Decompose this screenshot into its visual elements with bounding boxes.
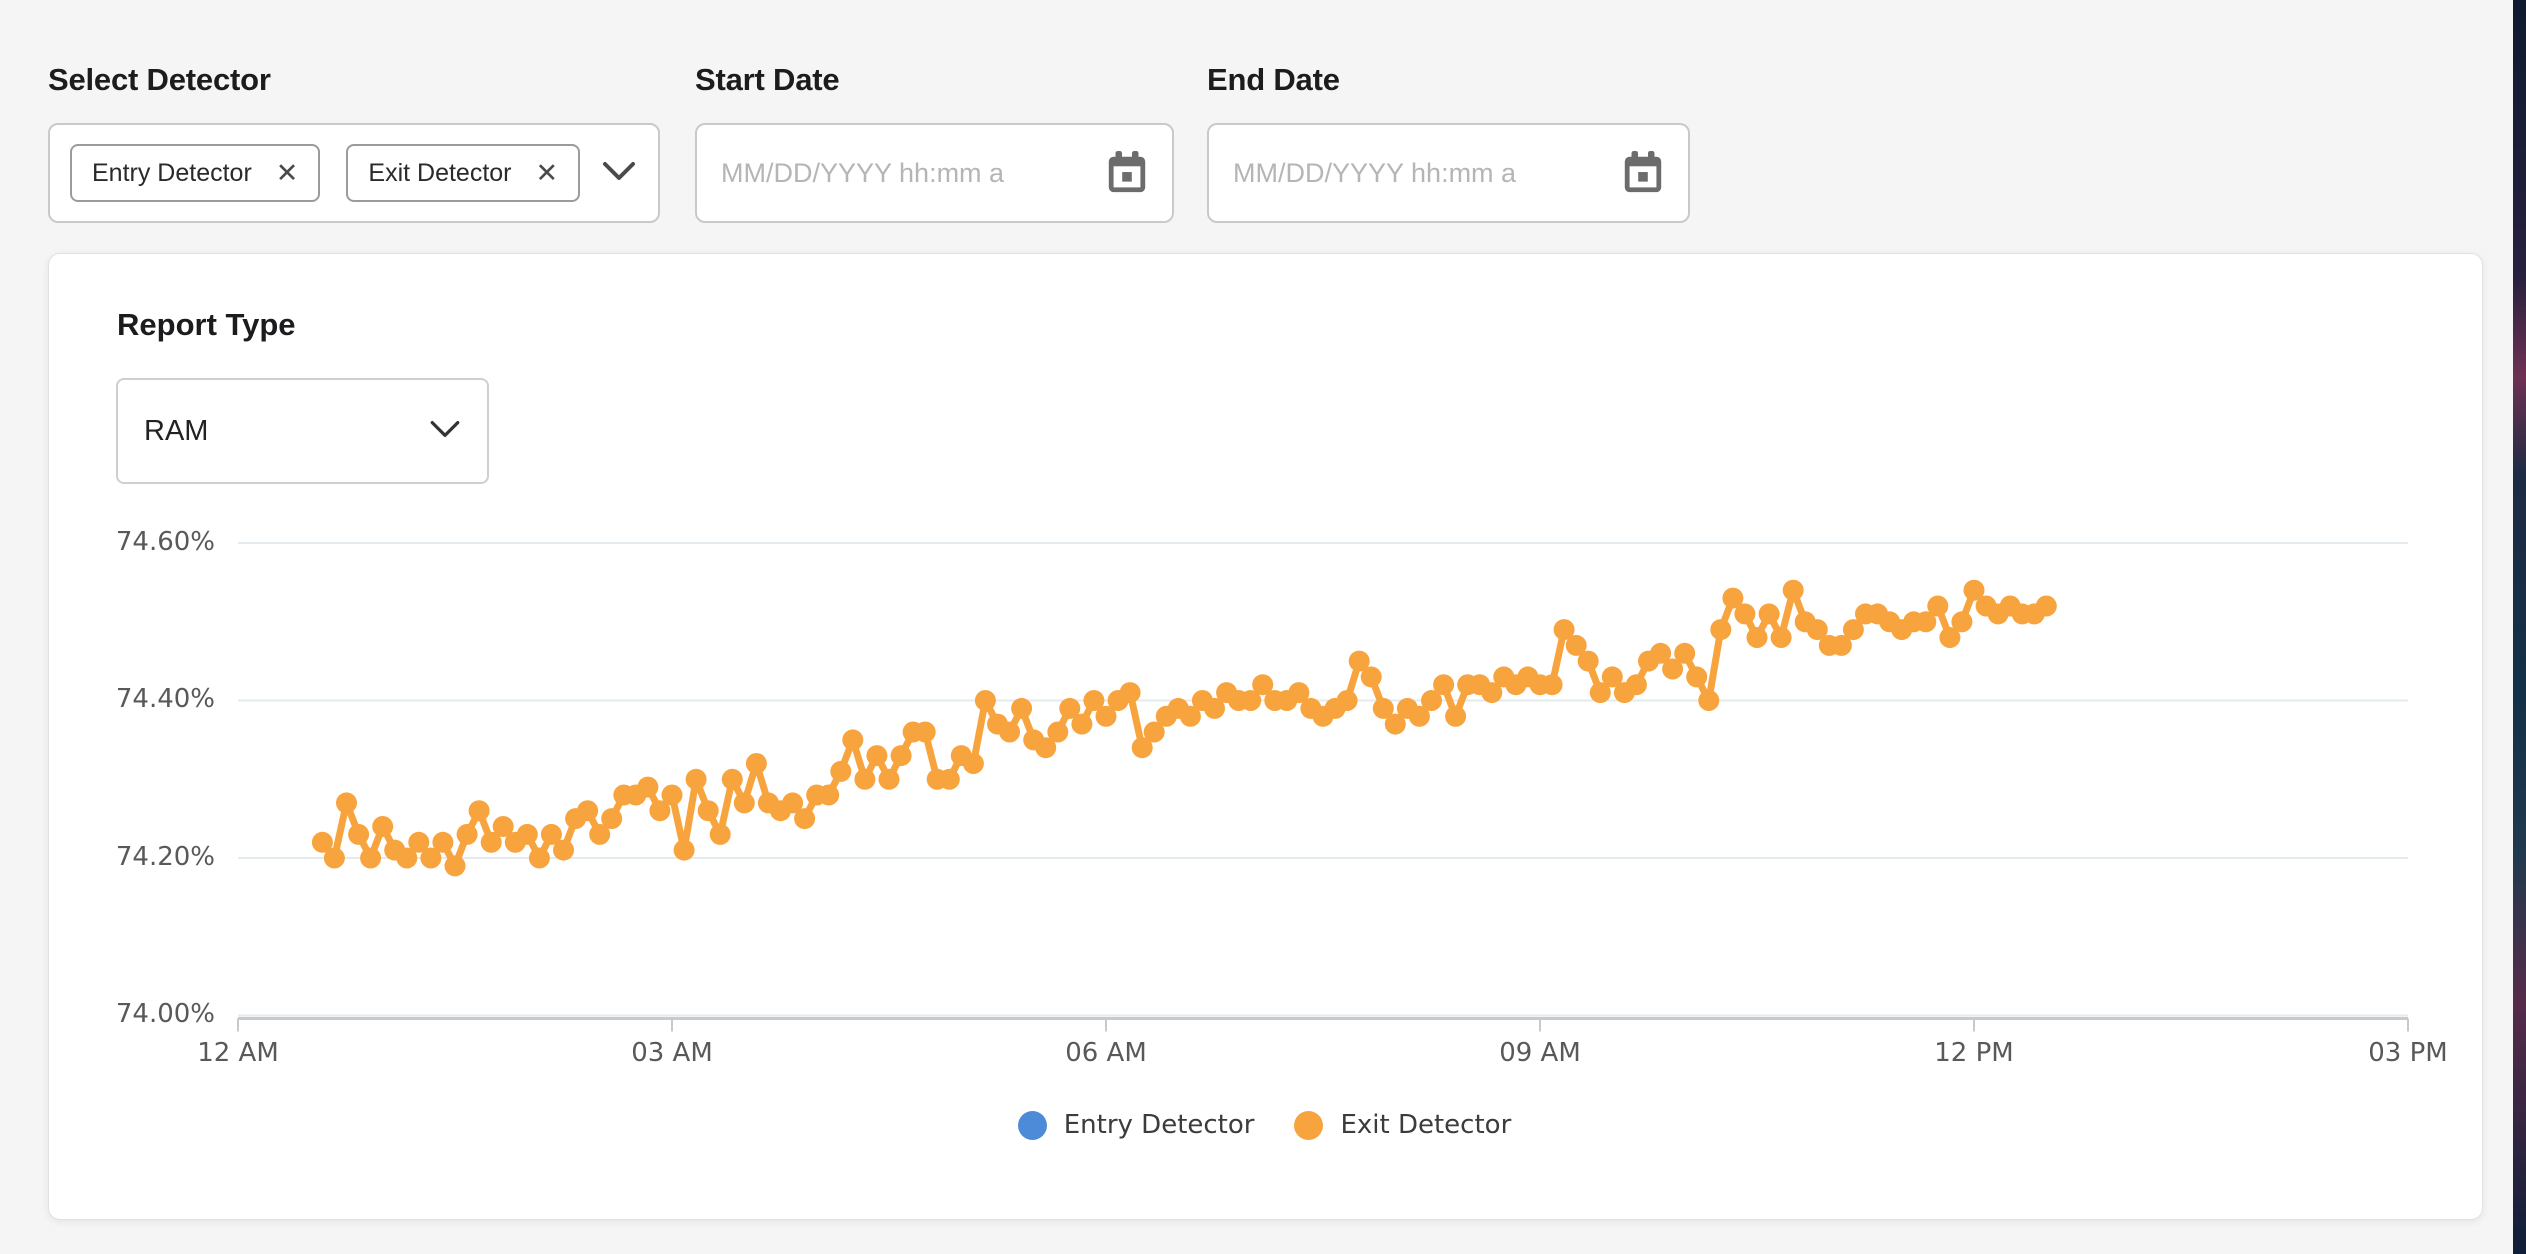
chip-exit-detector[interactable]: Exit Detector ✕ bbox=[346, 144, 581, 202]
end-date-field[interactable] bbox=[1207, 123, 1690, 223]
end-date-input[interactable] bbox=[1231, 156, 1612, 190]
chip-entry-detector-label: Entry Detector bbox=[92, 158, 252, 187]
remove-exit-detector-icon[interactable]: ✕ bbox=[535, 157, 559, 188]
report-type-select[interactable]: RAM bbox=[116, 378, 489, 484]
chip-entry-detector[interactable]: Entry Detector ✕ bbox=[70, 144, 321, 202]
y-axis-tick: 74.60% bbox=[115, 527, 215, 557]
x-axis-tick: 03 AM bbox=[631, 1038, 713, 1068]
report-type-label: Report Type bbox=[117, 307, 296, 342]
x-axis-tick: 12 AM bbox=[197, 1038, 279, 1068]
chart-legend: Entry Detector Exit Detector bbox=[48, 1110, 2481, 1140]
legend-label-entry: Entry Detector bbox=[1063, 1110, 1255, 1140]
end-date-label: End Date bbox=[1207, 62, 1340, 97]
legend-dot-entry bbox=[1017, 1110, 1047, 1140]
y-axis-tick: 74.00% bbox=[115, 999, 215, 1029]
y-axis-tick: 74.20% bbox=[115, 842, 215, 872]
y-axis-tick: 74.40% bbox=[115, 684, 215, 714]
x-axis-tick: 03 PM bbox=[2368, 1038, 2448, 1068]
legend-item-entry-detector[interactable]: Entry Detector bbox=[1017, 1110, 1255, 1140]
chevron-down-icon bbox=[429, 419, 461, 444]
select-detector-label: Select Detector bbox=[48, 62, 271, 97]
chevron-down-icon[interactable] bbox=[602, 160, 636, 187]
calendar-icon[interactable] bbox=[1620, 148, 1666, 198]
background-image-edge bbox=[2513, 0, 2526, 1254]
legend-dot-exit bbox=[1294, 1110, 1324, 1140]
legend-label-exit: Exit Detector bbox=[1340, 1110, 1512, 1140]
report-type-value: RAM bbox=[144, 414, 209, 447]
x-axis-tick: 12 PM bbox=[1934, 1038, 2014, 1068]
calendar-icon[interactable] bbox=[1104, 148, 1150, 198]
start-date-input[interactable] bbox=[719, 156, 1096, 190]
start-date-label: Start Date bbox=[695, 62, 840, 97]
x-axis-tick: 09 AM bbox=[1499, 1038, 1581, 1068]
detector-multiselect[interactable]: Entry Detector ✕ Exit Detector ✕ bbox=[48, 123, 660, 223]
remove-entry-detector-icon[interactable]: ✕ bbox=[275, 157, 299, 188]
chip-exit-detector-label: Exit Detector bbox=[368, 158, 512, 187]
legend-item-exit-detector[interactable]: Exit Detector bbox=[1294, 1110, 1511, 1140]
x-axis-tick: 06 AM bbox=[1065, 1038, 1147, 1068]
start-date-field[interactable] bbox=[695, 123, 1174, 223]
